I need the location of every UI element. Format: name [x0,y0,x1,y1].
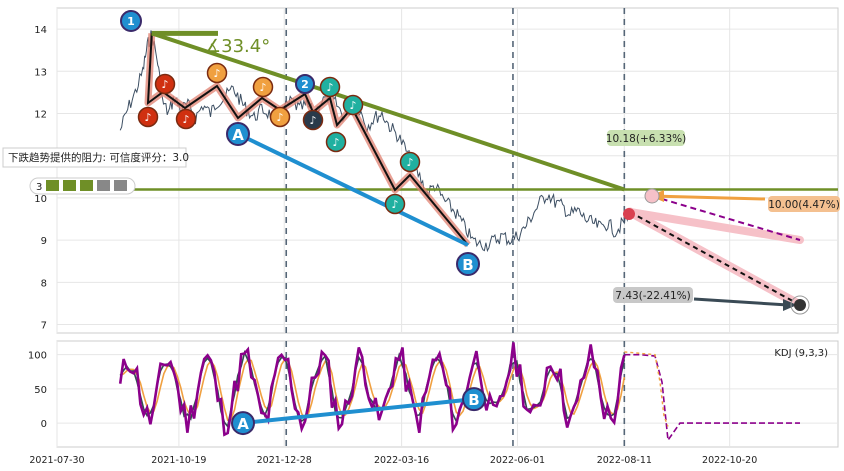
target-dot [794,299,806,311]
x-tick-label: 2021-12-28 [257,455,312,466]
point-marker [456,252,480,276]
trend-line-green [151,31,625,192]
point-marker [295,74,315,94]
angle-label: ∡33.4° [205,36,270,57]
price-y-tick-label: 12 [34,110,47,121]
target-ring [790,295,810,315]
x-axis: 2021-07-30 2021-10-19 2021-12-28 2022-03-16… [29,455,757,466]
x-tick-label: 2021-10-19 [151,455,206,466]
kdj-projection-line [624,353,800,443]
point-label: 1 [127,15,135,28]
note-glyph: ♪ [213,67,220,80]
zigzag-line [146,33,469,246]
price-y-tick-label: 7 [41,321,47,332]
note-glyph: ♪ [326,81,333,94]
note-marker [302,109,324,131]
kdj-point-label: A [237,415,249,433]
target-up-label-box [768,196,840,212]
kdj-projection-d [624,351,669,427]
note-marker [342,94,364,116]
point-marker [226,122,250,146]
x-tick-label: 2022-06-01 [490,455,545,466]
note-marker [137,106,159,128]
x-tick-label: 2022-03-16 [374,455,429,466]
score-star-icon [63,180,76,191]
x-tick-label: 2022-10-20 [702,455,757,466]
score-label: 3 [36,182,42,193]
kdj-y-tick-label: 100 [28,351,47,362]
note-glyph: ♪ [406,156,413,169]
point-label: A [232,126,244,144]
note-glyph: ♪ [259,81,266,94]
resistance-tooltip-text: 下跌趋势提供的阻力: 可信度评分：3.0 [8,151,189,164]
target-mid-label: 10.18(+6.33%) [606,133,686,145]
kdj-point-label: B [468,391,479,409]
note-marker [154,73,176,95]
note-marker [325,131,347,153]
note-glyph: ♪ [332,136,339,149]
note-marker [319,76,341,98]
score-star-icon [80,180,93,191]
note-glyph: ♪ [182,113,189,126]
x-tick-label: 2022-08-11 [597,455,652,466]
price-panel: 7891011121314♪♪♪♪♪♪♪♪♪♪♪♪12AB下跌趋势提供的阻力: … [2,7,840,334]
kdj-point-marker [462,387,486,412]
price-y-tick-label: 13 [34,67,47,78]
trend-line-blue [237,132,469,247]
note-glyph: ♪ [161,78,168,91]
projection-arrow-low [783,299,797,311]
projection-band-mid [626,208,804,244]
target-down-label-box [613,287,693,303]
price-y-tick-label: 9 [41,236,47,247]
score-star-icon [46,180,59,191]
projection-node [644,188,660,204]
price-plot-area [56,7,839,334]
note-marker [252,76,274,98]
kdj-title: KDJ (9,3,3) [774,348,828,359]
projection-line-up [651,194,766,201]
kdj-plot-area [56,340,839,448]
note-marker [384,193,406,215]
current-price-dot [623,208,635,220]
target-up-label: 10.00(4.47%) [768,199,840,211]
point-marker [120,10,142,32]
note-marker [269,106,291,128]
price-y-tick-label: 8 [41,278,47,289]
price-y-tick-label: 10 [34,194,47,205]
note-marker [206,62,228,84]
x-tick-label: 2021-07-30 [29,455,84,466]
kdj-y-tick-label: 50 [34,385,47,396]
kdj-point-marker [231,411,255,436]
kdj-trend-line [242,397,475,426]
projection-line-low [693,297,789,307]
note-glyph: ♪ [276,111,283,124]
resistance-tooltip-box [2,147,187,168]
note-marker [399,151,421,173]
note-glyph: ♪ [391,198,398,211]
projection-line-mid [651,195,801,241]
annotation-overlay: KDJ (9,3,3) ∡33.4° [205,36,828,359]
kdj-j-line [118,342,626,437]
note-glyph: ♪ [309,114,316,127]
point-label: B [462,256,473,274]
score-star-icon [97,180,110,191]
note-marker [175,108,197,130]
price-y-tick-label: 14 [34,25,47,36]
target-mid-label-box [607,130,685,146]
projection-band-down [625,207,805,310]
kdj-panel: 0 50 100 A B [28,340,839,448]
point-label: 2 [301,78,309,91]
note-glyph: ♪ [144,111,151,124]
kdj-y-tick-label: 0 [41,419,47,430]
target-down-label: 7.43(-22.41%) [615,290,690,302]
score-star-icon [114,180,127,191]
note-glyph: ♪ [349,99,356,112]
